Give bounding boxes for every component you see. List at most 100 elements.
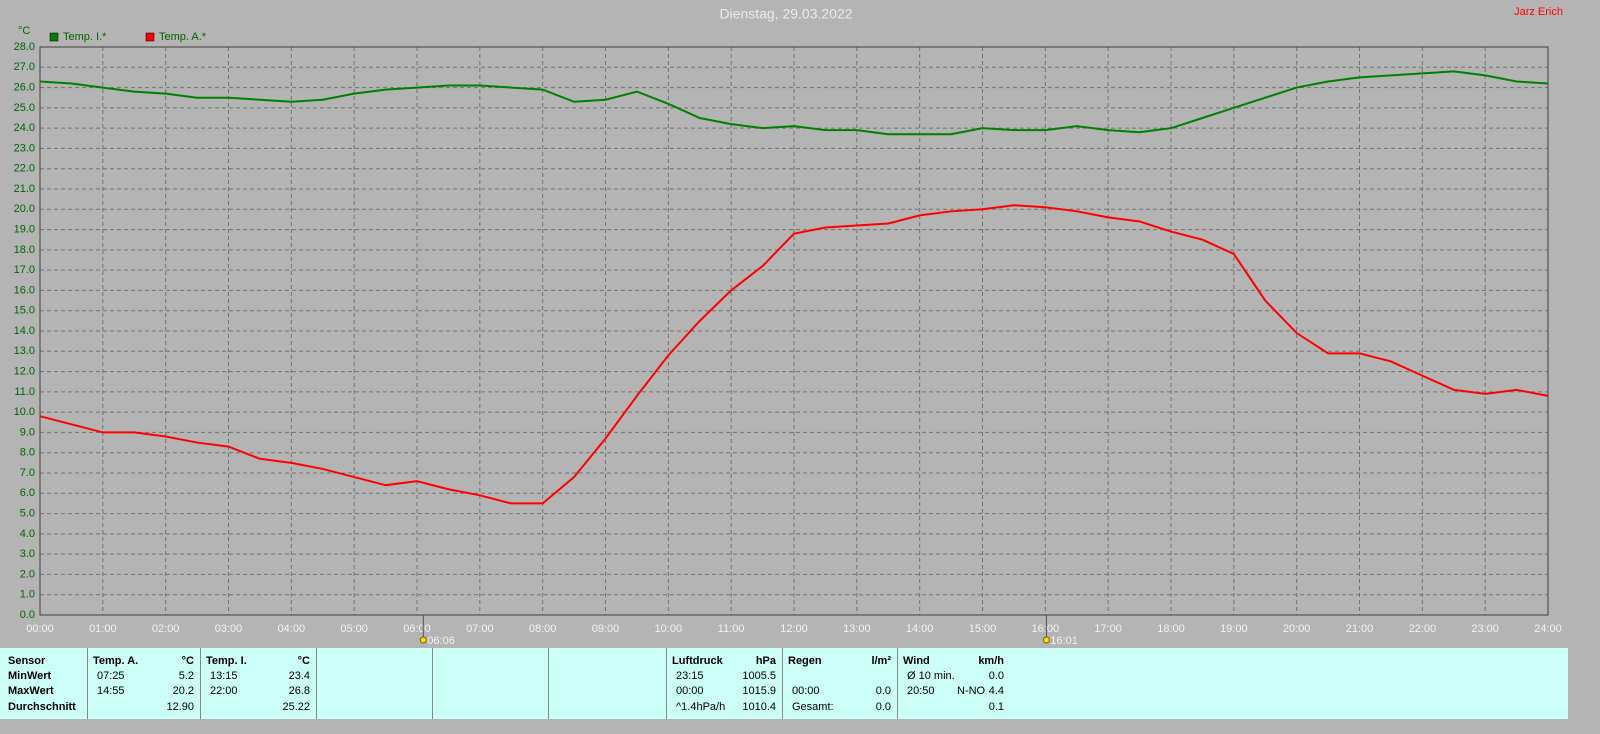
x-tick-label: 03:00 [215,623,243,635]
x-tick-label: 00:00 [26,623,54,635]
y-tick-label: 28.0 [14,41,35,53]
cell-time: 00:00 [676,685,704,697]
block-unit: °C [297,655,310,667]
series-line [39,204,1549,505]
block-header: Luftdruck [672,655,723,667]
block-header: Regen [788,655,822,667]
y-tick-label: 9.0 [20,426,35,438]
block-header: Temp. A. [93,655,139,667]
cell-time: 23:15 [676,670,704,682]
summary-table: Sensor MinWert MaxWert Durchschnitt Temp. A.… [0,648,1568,719]
cell-time: 13:15 [210,670,238,682]
block-header: Wind [903,655,930,667]
legend-label: Temp. I.* [63,31,107,43]
y-tick-label: 1.0 [20,589,35,601]
y-tick-label: 16.0 [14,284,35,296]
y-tick-label: 3.0 [20,548,35,560]
y-tick-label: 7.0 [20,467,35,479]
x-tick-label: 12:00 [780,623,808,635]
legend-swatch [145,32,155,42]
cell-value: 1015.9 [742,685,776,697]
x-tick-label: 15:00 [969,623,997,635]
cell-time: 07:25 [97,670,125,682]
y-tick-label: 4.0 [20,528,35,540]
x-tick-label: 19:00 [1220,623,1248,635]
y-tick-label: 17.0 [14,264,35,276]
column-divider [316,648,317,719]
cell-value: 26.8 [288,685,310,697]
cell-time: 14:55 [97,685,125,697]
x-tick-label: 07:00 [466,623,494,635]
cell-value: 12.90 [166,701,194,713]
x-tick-label: 11:00 [718,623,745,635]
cell-time: Gesamt: [792,701,834,713]
y-tick-label: 20.0 [14,203,35,215]
y-tick-label: 25.0 [14,102,35,114]
row-label: MinWert [8,670,52,682]
cell-time: ^1.4hPa/h [676,701,726,713]
author: Jarz Erich [1514,6,1563,18]
y-tick-label: 26.0 [14,81,35,93]
column-divider [200,648,201,719]
cell-value: 0.1 [988,701,1004,713]
cell-time: 20:50 [907,685,935,697]
x-tick-label: 02:00 [152,623,180,635]
sensor-header: Sensor [8,655,46,667]
x-tick-label: 22:00 [1409,623,1437,635]
cell-time: 00:00 [792,685,820,697]
cell-value: 0.0 [988,670,1004,682]
chart: Dienstag, 29.03.2022 Jarz Erich °C 0.0 1.… [14,6,1563,647]
y-axis-label: °C [18,25,30,37]
x-tick-label: 06:00 [403,623,431,635]
x-tick-label: 13:00 [843,623,871,635]
y-tick-label: 19.0 [14,223,35,235]
sun-icon [1042,636,1050,644]
x-tick-label: 16:00 [1032,623,1060,635]
x-tick-label: 21:00 [1346,623,1374,635]
y-tick-label: 23.0 [14,142,35,154]
y-tick-label: 6.0 [20,487,35,499]
x-tick-label: 04:00 [278,623,306,635]
x-tick-label: 05:00 [340,623,368,635]
y-tick-label: 8.0 [20,447,35,459]
row-label: Durchschnitt [8,701,76,713]
column-divider [548,648,549,719]
cell-value: 4.4 [988,685,1004,697]
sun-icon [419,636,427,644]
x-tick-label: 24:00 [1534,623,1562,635]
block-header: Temp. I. [206,655,247,667]
x-tick-label: 17:00 [1094,623,1122,635]
sun-time: 16:01 [1050,635,1078,647]
cell-value: 20.2 [172,685,194,697]
cell-direction: N-NO [957,685,986,697]
column-divider [782,648,783,719]
y-tick-label: 5.0 [20,507,35,519]
y-tick-label: 24.0 [14,122,35,134]
legend-label: Temp. A.* [159,31,207,43]
cell-value: 5.2 [178,670,194,682]
row-label: MaxWert [8,685,54,697]
y-tick-label: 12.0 [14,365,35,377]
block-unit: °C [181,655,194,667]
column-divider [897,648,898,719]
y-tick-label: 11.0 [14,386,35,398]
x-tick-label: 09:00 [592,623,620,635]
y-tick-label: 18.0 [14,244,35,256]
x-tick-label: 10:00 [655,623,683,635]
y-tick-label: 15.0 [14,305,35,317]
cell-value: 25.22 [282,701,310,713]
cell-value: 23.4 [288,670,310,682]
column-divider [666,648,667,719]
x-tick-label: 18:00 [1157,623,1185,635]
plot-border [39,46,1549,616]
x-tick-label: 20:00 [1283,623,1311,635]
y-tick-label: 2.0 [20,568,35,580]
cell-value: 0.0 [875,685,891,697]
column-divider [87,648,88,719]
y-tick-label: 0.0 [20,609,35,621]
y-tick-label: 14.0 [14,325,35,337]
block-unit: hPa [755,655,776,667]
y-tick-label: 10.0 [14,406,35,418]
cell-value: 0.0 [875,701,891,713]
